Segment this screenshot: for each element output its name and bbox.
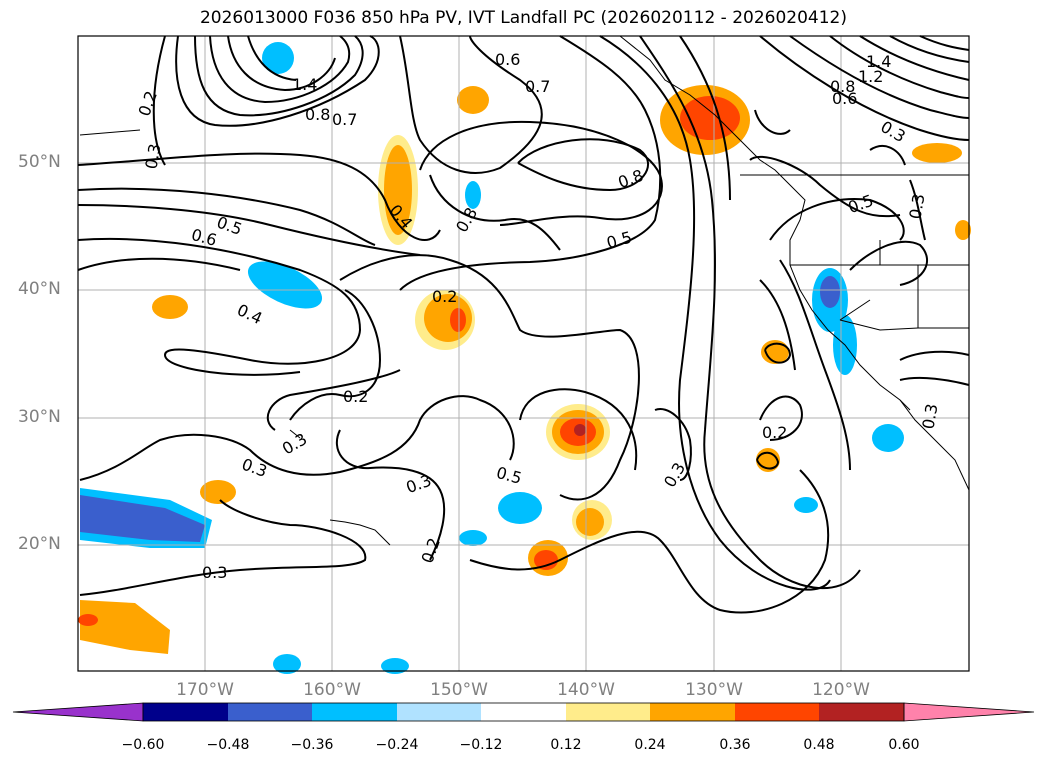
- map-frame: [77, 35, 970, 672]
- pv-shading: [78, 42, 971, 674]
- contour-label: 0.3: [141, 142, 164, 170]
- colorbar-tick: 0.36: [719, 737, 751, 753]
- lat-label: 50°N: [18, 152, 61, 172]
- shade-blob: [820, 276, 840, 308]
- shade-blob: [152, 295, 188, 319]
- shade-blob: [262, 42, 294, 74]
- colorbar-extend-low: [12, 702, 144, 722]
- shade-blob: [576, 508, 604, 536]
- gridlines: [78, 36, 969, 671]
- colorbar-extend-high: [903, 702, 1035, 722]
- shade-blob: [574, 424, 586, 436]
- shade-blob: [80, 495, 205, 542]
- contour-label: 0.2: [432, 287, 457, 306]
- contour-label: 0.5: [604, 228, 634, 253]
- colorbar-tick: −0.24: [375, 737, 419, 753]
- contour-label: 0.3: [403, 471, 433, 498]
- contour-label: 0.2: [417, 535, 444, 565]
- colorbar-tick: −0.12: [459, 737, 503, 753]
- colorbar-segment: [143, 703, 228, 721]
- contour-label: 0.2: [343, 387, 368, 406]
- shade-blob: [381, 658, 409, 674]
- shade-blob: [534, 550, 558, 570]
- contour-label: 1.4: [866, 52, 891, 71]
- colorbar-tick: −0.48: [206, 737, 250, 753]
- shade-blob: [459, 530, 487, 546]
- shade-blob: [457, 86, 489, 114]
- contour-label: 0.5: [494, 463, 524, 488]
- lat-label: 20°N: [18, 534, 61, 554]
- colorbar-segment: [735, 703, 819, 721]
- colorbar-segment: [819, 703, 904, 721]
- contour-label: 0.3: [279, 429, 311, 458]
- colorbar-segment: [650, 703, 735, 721]
- contour-label: 0.7: [525, 77, 550, 96]
- contour-label: 0.2: [134, 88, 161, 118]
- colorbar-segment: [312, 703, 397, 721]
- colorbar-segment: [397, 703, 481, 721]
- colorbar-tick: −0.60: [121, 737, 165, 753]
- contour-lines: [77, 35, 970, 614]
- shade-blob: [78, 614, 98, 626]
- contour-label: 0.3: [202, 563, 227, 582]
- contour-label: 0.4: [234, 300, 265, 328]
- coastlines: [79, 35, 970, 546]
- colorbar-tick: 0.60: [888, 737, 920, 753]
- colorbar-segment: [228, 703, 312, 721]
- contour-label: 0.7: [332, 110, 357, 129]
- contour-label: 0.5: [845, 191, 875, 218]
- shade-blob: [794, 497, 818, 513]
- shade-blob: [912, 143, 962, 163]
- lat-label: 40°N: [18, 279, 61, 299]
- contour-label: 0.8: [305, 105, 330, 124]
- lon-label: 130°W: [685, 680, 743, 700]
- lon-label: 120°W: [812, 680, 870, 700]
- colorbar-segment: [566, 703, 650, 721]
- lon-label: 140°W: [557, 680, 615, 700]
- colorbar: [12, 702, 1035, 722]
- contour-label: 1.4: [292, 75, 317, 94]
- lat-label: 30°N: [18, 407, 61, 427]
- contour-label: 0.8: [615, 166, 645, 193]
- colorbar-segment: [481, 703, 566, 721]
- shade-blob: [955, 220, 971, 240]
- shade-blob: [872, 424, 904, 452]
- map-title: 2026013000 F036 850 hPa PV, IVT Landfall…: [199, 8, 847, 28]
- lon-label: 150°W: [430, 680, 488, 700]
- shade-blob: [273, 654, 301, 674]
- contour-label: 0.6: [832, 89, 857, 108]
- contour-label: 0.3: [905, 192, 928, 220]
- lon-label: 170°W: [176, 680, 234, 700]
- shade-blob: [498, 492, 542, 524]
- contour-label: 1.2: [858, 67, 883, 86]
- shade-blob: [450, 308, 466, 332]
- lon-label: 160°W: [303, 680, 361, 700]
- contour-label: 0.3: [660, 459, 689, 491]
- contour-label: 0.3: [877, 117, 909, 146]
- colorbar-tick: 0.48: [803, 737, 835, 753]
- colorbar-tick: −0.36: [290, 737, 334, 753]
- contour-label: 0.2: [762, 423, 787, 442]
- contour-label: 0.3: [239, 454, 269, 481]
- colorbar-tick: 0.12: [550, 737, 582, 753]
- contour-label: 0.5: [214, 212, 244, 239]
- contour-label: 0.6: [495, 50, 520, 69]
- shade-blob: [247, 261, 323, 309]
- shade-blob: [465, 181, 481, 209]
- contour-label: 0.3: [918, 402, 941, 430]
- contour-label: 0.8: [830, 77, 855, 96]
- shade-blob: [200, 480, 236, 504]
- colorbar-tick: 0.24: [634, 737, 666, 753]
- shade-blob: [80, 600, 170, 654]
